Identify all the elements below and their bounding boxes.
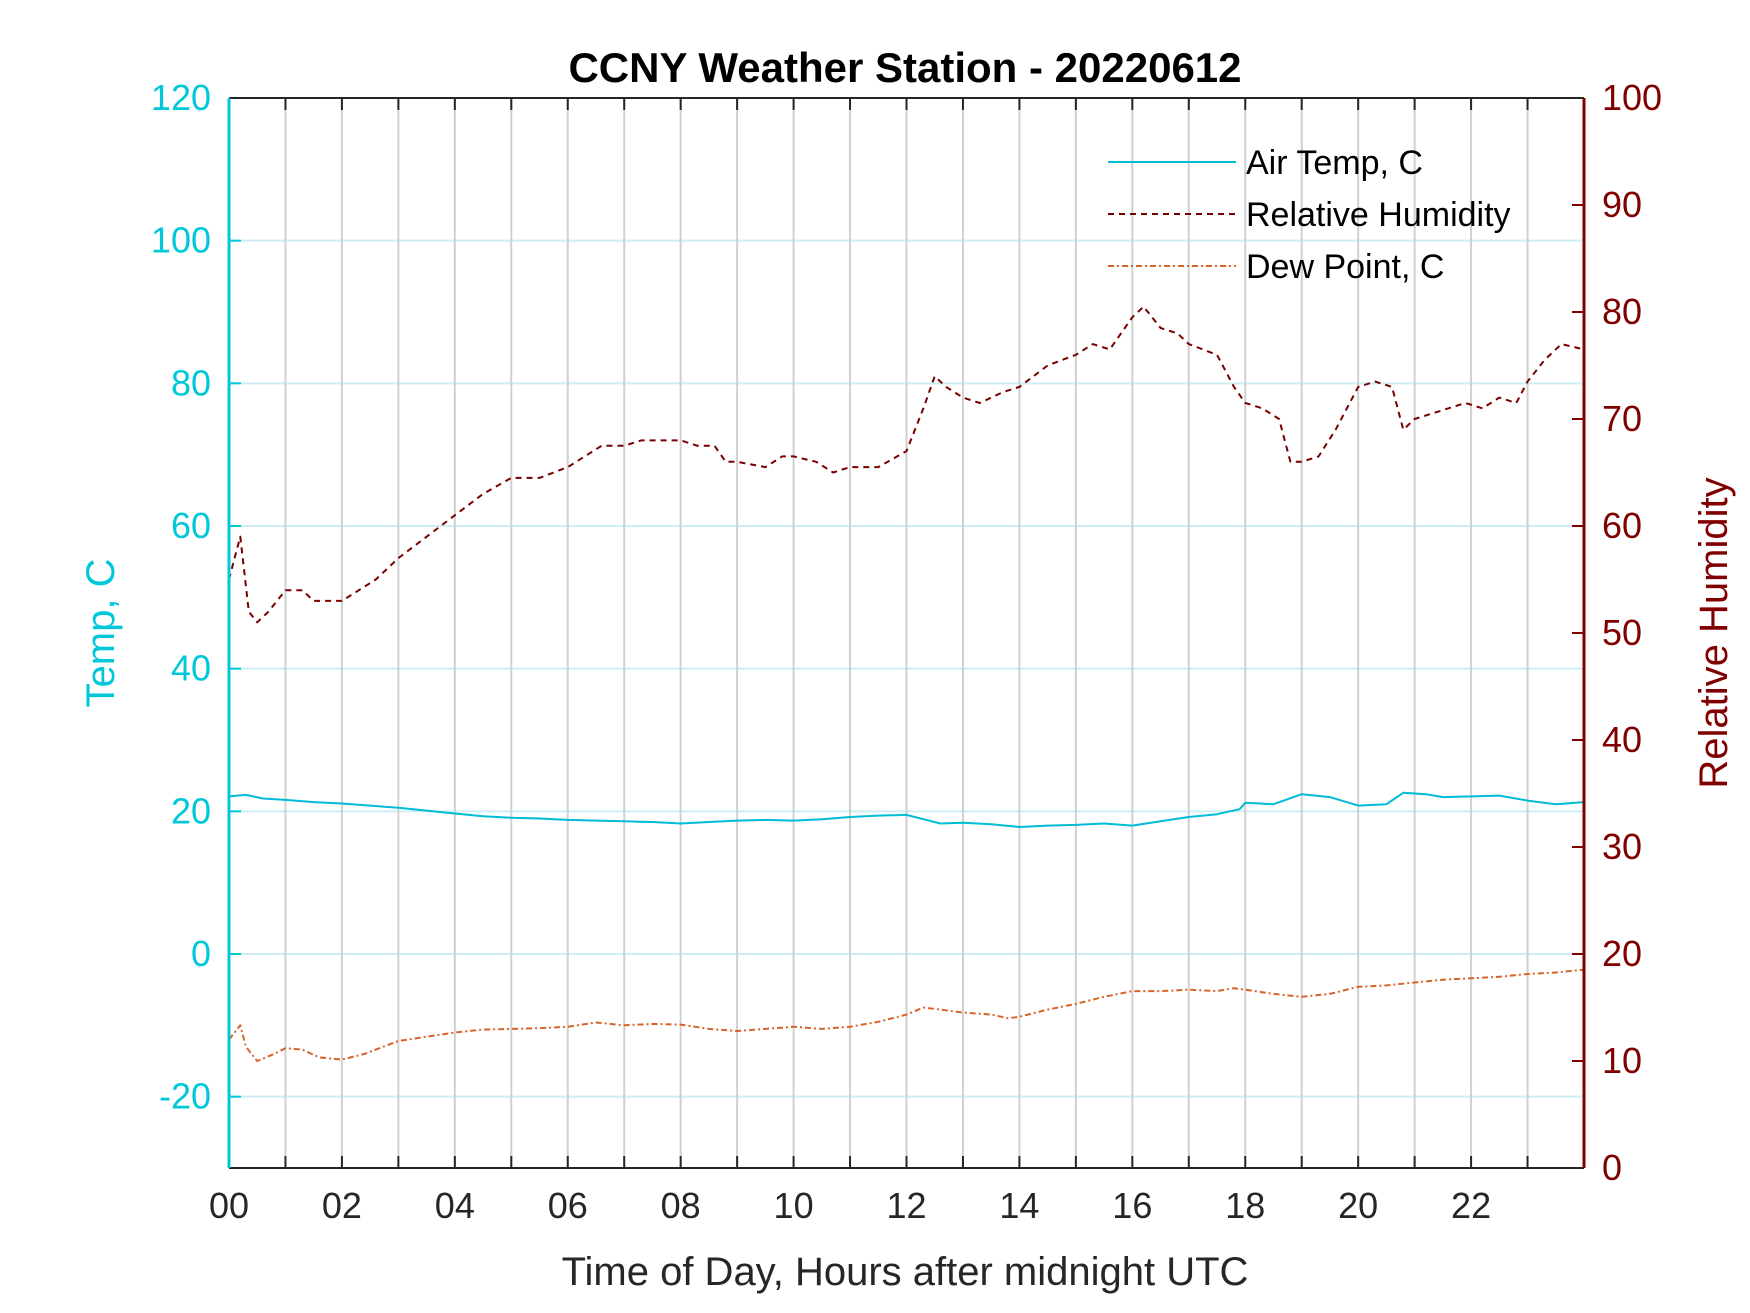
right-tick-label: 10 bbox=[1602, 1040, 1642, 1081]
series-line-relative-humidity bbox=[228, 305, 1585, 624]
right-tick-label: 90 bbox=[1602, 184, 1642, 225]
axes-frame bbox=[227, 97, 1586, 1169]
grid-lines bbox=[229, 97, 1584, 1168]
right-tick-label: 20 bbox=[1602, 933, 1642, 974]
left-tick-label: 60 bbox=[171, 505, 211, 546]
x-tick-label: 06 bbox=[548, 1185, 588, 1226]
left-tick-label: -20 bbox=[159, 1076, 211, 1117]
legend-label: Relative Humidity bbox=[1246, 196, 1511, 234]
legend-label: Dew Point, C bbox=[1246, 248, 1444, 286]
right-tick-label: 30 bbox=[1602, 826, 1642, 867]
x-tick-label: 02 bbox=[322, 1185, 362, 1226]
legend-label: Air Temp, C bbox=[1246, 144, 1423, 182]
right-tick-label: 70 bbox=[1602, 398, 1642, 439]
series-line-dew-point-c bbox=[228, 968, 1585, 1062]
left-tick-label: 0 bbox=[191, 933, 211, 974]
left-tick-label: 20 bbox=[171, 790, 211, 831]
x-tick-label: 14 bbox=[999, 1185, 1039, 1226]
series-line-air-temp-c bbox=[228, 791, 1585, 828]
left-tick-label: 100 bbox=[151, 220, 211, 261]
x-tick-label: 20 bbox=[1338, 1185, 1378, 1226]
left-tick-label: 40 bbox=[171, 648, 211, 689]
left-tick-label: 80 bbox=[171, 362, 211, 403]
right-tick-label: 60 bbox=[1602, 505, 1642, 546]
tick-labels: 00 02 04 06 08 10 12 14 16 18 20 22-200204060801001… bbox=[151, 77, 1662, 1226]
left-tick-label: 120 bbox=[151, 77, 211, 118]
right-tick-label: 80 bbox=[1602, 291, 1642, 332]
x-tick-label: 12 bbox=[886, 1185, 926, 1226]
x-axis-label: Time of Day, Hours after midnight UTC bbox=[562, 1250, 1249, 1294]
series-layer bbox=[228, 305, 1585, 1062]
x-tick-label: 16 bbox=[1112, 1185, 1152, 1226]
x-tick-label: 04 bbox=[435, 1185, 475, 1226]
x-tick-label: 08 bbox=[661, 1185, 701, 1226]
legend: Air Temp, C Relative Humidity Dew Point, C bbox=[1108, 144, 1511, 286]
right-tick-label: 100 bbox=[1602, 77, 1662, 118]
x-tick-label: 00 bbox=[209, 1185, 249, 1226]
x-tick-label: 18 bbox=[1225, 1185, 1265, 1226]
left-axis-label: Temp, C bbox=[79, 559, 123, 708]
right-tick-label: 40 bbox=[1602, 719, 1642, 760]
right-tick-label: 50 bbox=[1602, 612, 1642, 653]
x-tick-label: 10 bbox=[774, 1185, 814, 1226]
x-tick-label: 22 bbox=[1451, 1185, 1491, 1226]
right-tick-label: 0 bbox=[1602, 1147, 1622, 1188]
right-axis-label: Relative Humidity bbox=[1692, 477, 1736, 788]
chart-title: CCNY Weather Station - 20220612 bbox=[568, 44, 1241, 91]
